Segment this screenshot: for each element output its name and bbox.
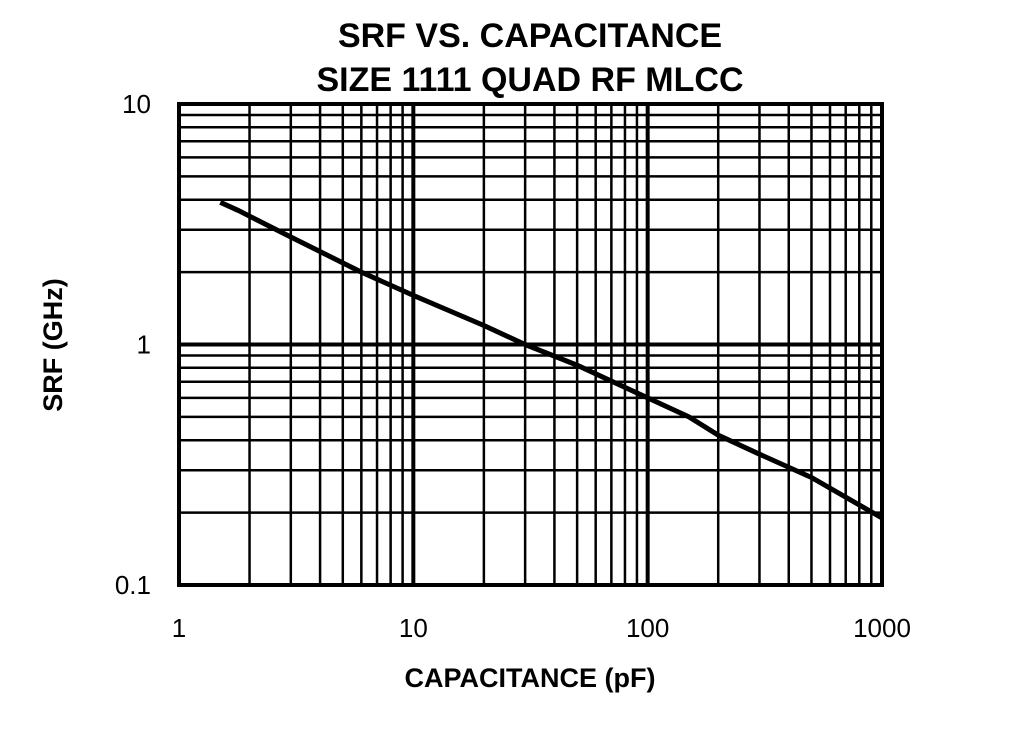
x-tick-labels: 1 10 100 1000 bbox=[172, 613, 911, 643]
x-axis-label: CAPACITANCE (pF) bbox=[405, 663, 656, 693]
y-tick-label: 1 bbox=[137, 330, 151, 360]
series-line-srf bbox=[219, 200, 884, 521]
x-tick-label: 10 bbox=[399, 613, 428, 643]
plot-frame bbox=[177, 102, 884, 587]
chart-subtitle: SIZE 1111 QUAD RF MLCC bbox=[317, 61, 744, 99]
x-tick-label: 100 bbox=[626, 613, 669, 643]
y-axis-label: SRF (GHz) bbox=[38, 278, 68, 411]
x-tick-label: 1000 bbox=[853, 613, 911, 643]
chart-title: SRF VS. CAPACITANCE bbox=[338, 17, 722, 55]
x-tick-label: 1 bbox=[172, 613, 186, 643]
series-layer bbox=[219, 200, 884, 521]
y-tick-label: 0.1 bbox=[115, 570, 151, 600]
y-tick-labels: 0.1 1 10 bbox=[115, 89, 151, 600]
y-tick-label: 10 bbox=[122, 89, 151, 119]
